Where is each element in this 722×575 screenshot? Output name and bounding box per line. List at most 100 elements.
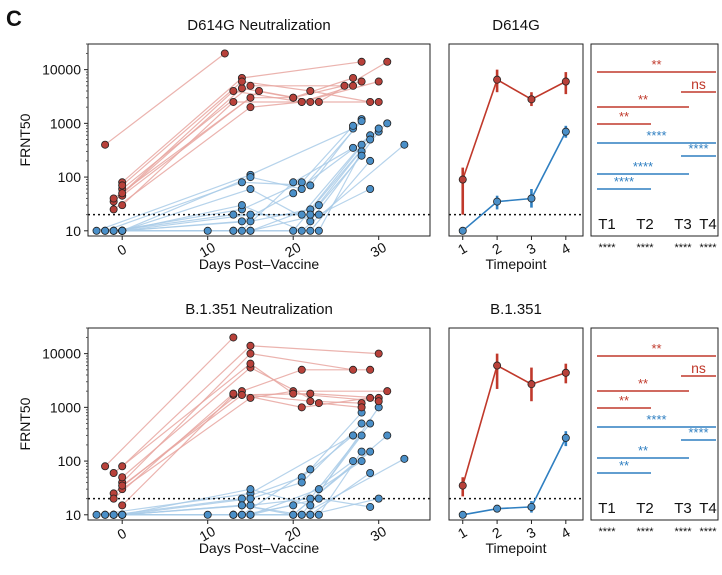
data-point (92, 510, 101, 519)
y-axis-label: FRNT50 (17, 113, 33, 166)
comparison-label: **** (646, 128, 666, 143)
mean-point (527, 194, 536, 203)
subject-line (121, 61, 388, 197)
data-point (237, 217, 246, 226)
y-axis-label: FRNT50 (17, 397, 33, 450)
comparison-label: ns (691, 360, 706, 376)
x-tick-label: 20 (282, 523, 304, 545)
chart-title: D614G Neutralization (187, 17, 330, 34)
data-point (357, 419, 366, 428)
data-point (374, 124, 383, 133)
data-point (314, 201, 323, 210)
data-point (366, 365, 375, 374)
plot-frame (448, 327, 584, 521)
data-point (306, 97, 315, 106)
subject-line (122, 128, 380, 232)
data-point (374, 349, 383, 358)
y-tick-label: 1000 (50, 399, 81, 415)
x-tick-label: 30 (367, 239, 389, 261)
data-point (366, 502, 375, 511)
data-point (383, 119, 392, 128)
comparison-label: **** (633, 159, 653, 174)
data-point (374, 97, 383, 106)
x-tick-label: 10 (196, 523, 218, 545)
data-point (229, 97, 238, 106)
x-tick-label: 2 (489, 524, 504, 542)
data-point (101, 226, 110, 235)
data-point (306, 87, 315, 96)
timepoint-label: T3 (674, 216, 692, 233)
data-point (306, 210, 315, 219)
subject-line (122, 407, 380, 516)
data-point (254, 87, 263, 96)
data-point (109, 494, 118, 503)
data-point (314, 510, 323, 519)
x-axis-label: Timepoint (486, 256, 547, 272)
comparison-label: **** (688, 425, 708, 440)
data-point (229, 510, 238, 519)
plot-frame (87, 43, 431, 237)
data-point (118, 226, 127, 235)
data-point (109, 205, 118, 214)
y-tick-label: 10 (65, 507, 81, 523)
data-point (229, 210, 238, 219)
comparison-label: ns (691, 76, 706, 92)
data-point (92, 226, 101, 235)
data-point (297, 478, 306, 487)
data-point (118, 510, 127, 519)
mean-point (561, 368, 570, 377)
data-point (118, 462, 127, 471)
comparison-label: ** (651, 57, 661, 72)
subject-line (121, 366, 362, 478)
data-point (237, 77, 246, 86)
bottom-significance: **** (636, 242, 654, 254)
data-point (314, 485, 323, 494)
data-point (229, 389, 238, 398)
mean-point (561, 433, 570, 442)
timepoint-label: T1 (598, 216, 616, 233)
bottom-significance: **** (598, 242, 616, 254)
comparison-label: **** (614, 174, 634, 189)
mean-point (493, 197, 502, 206)
data-point (229, 333, 238, 342)
data-point (349, 143, 358, 152)
comparison-label: ** (619, 109, 629, 124)
data-point (246, 510, 255, 519)
bottom-significance: **** (699, 242, 717, 254)
data-point (246, 501, 255, 510)
scatter-panel: B.1.351 Neutralization 0 10 20 30 Days Post–V… (88, 301, 430, 556)
data-point (237, 510, 246, 519)
data-point (357, 457, 366, 466)
series-line (461, 78, 567, 180)
y-axis: 10 100 1000 10000 FRNT50 (17, 327, 88, 523)
subject-line (113, 434, 354, 516)
data-point (306, 494, 315, 503)
data-point (246, 93, 255, 102)
y-tick-label: 10000 (42, 62, 81, 78)
data-point (366, 97, 375, 106)
bottom-significance: **** (699, 526, 717, 538)
significance-panel: **ns********************T1 T2 T3 T4**** ****… (590, 43, 719, 254)
data-point (237, 201, 246, 210)
chart-title: B.1.351 Neutralization (185, 301, 333, 318)
data-point (374, 494, 383, 503)
bottom-significance: **** (674, 526, 692, 538)
data-point (357, 57, 366, 66)
data-point (246, 226, 255, 235)
data-point (306, 226, 315, 235)
comparison-label: **** (646, 412, 666, 427)
data-point (357, 431, 366, 440)
data-point (203, 226, 212, 235)
data-point (118, 189, 127, 198)
data-point (289, 501, 298, 510)
mean-point (458, 175, 467, 184)
summary-panel: D614G 1 2 3 4 Timepoint (449, 17, 583, 272)
data-point (289, 93, 298, 102)
comparison-label: ** (638, 92, 648, 107)
data-point (237, 390, 246, 399)
subject-line (96, 434, 354, 516)
data-point (357, 77, 366, 86)
timepoint-label: T4 (699, 500, 717, 517)
data-point (349, 73, 358, 82)
x-tick-label: 3 (524, 240, 539, 258)
